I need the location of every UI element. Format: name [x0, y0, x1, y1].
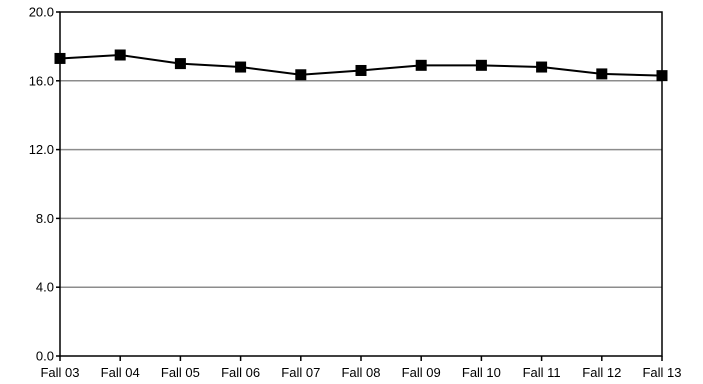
x-tick-label-5: Fall 08: [341, 365, 380, 380]
data-point-fall-03: [54, 52, 66, 64]
data-point-fall-06: [235, 61, 247, 73]
x-tick-label-3: Fall 06: [221, 365, 260, 380]
x-tick-label-0: Fall 03: [40, 365, 79, 380]
plot-frame: [59, 11, 663, 357]
data-point-fall-04: [114, 49, 126, 61]
x-tick-label-4: Fall 07: [281, 365, 320, 380]
x-tick-labels: Fall 03 Fall 04 Fall 05 Fall 06 Fall 07 Fall …: [40, 365, 681, 380]
y-tick-label-2: 8.0: [36, 211, 54, 226]
y-tick-label-5: 20.0: [29, 5, 54, 20]
grid-lines: [60, 80, 662, 288]
data-point-fall-07: [295, 69, 307, 81]
data-point-fall-10: [475, 59, 487, 71]
data-point-fall-09: [415, 59, 427, 71]
y-tick-labels: 0.0 4.0 8.0 12.0 16.0 20.0: [29, 5, 54, 364]
data-point-fall-05: [174, 58, 186, 70]
x-tick-label-9: Fall 12: [582, 365, 621, 380]
y-tick-label-0: 0.0: [36, 349, 54, 364]
y-tick-label-3: 12.0: [29, 142, 54, 157]
x-tick-label-8: Fall 11: [523, 365, 561, 380]
x-tick-label-1: Fall 04: [101, 365, 140, 380]
data-point-fall-08: [355, 64, 367, 76]
data-point-fall-11: [536, 61, 548, 73]
data-point-fall-13: [656, 70, 668, 82]
y-tick-label-1: 4.0: [36, 280, 54, 295]
x-tick-label-7: Fall 10: [462, 365, 501, 380]
axes: [56, 11, 663, 361]
series: [54, 49, 668, 82]
y-tick-label-4: 16.0: [29, 73, 54, 88]
x-tick-label-10: Fall 13: [642, 365, 681, 380]
x-tick-label-2: Fall 05: [161, 365, 200, 380]
data-point-fall-12: [596, 68, 608, 80]
x-tick-label-6: Fall 09: [402, 365, 441, 380]
